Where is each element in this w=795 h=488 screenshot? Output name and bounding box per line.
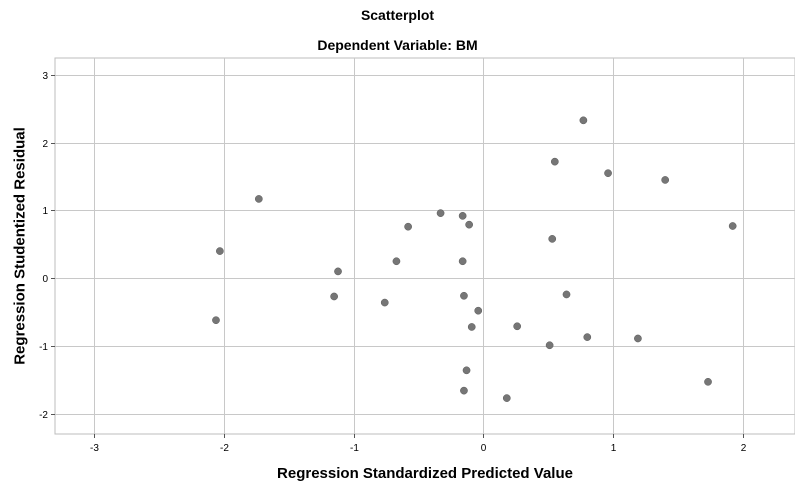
x-tick-label: 1 <box>611 443 617 454</box>
data-point <box>404 222 412 231</box>
chart-title: Scatterplot <box>360 7 435 23</box>
y-tick-label: 3 <box>42 71 48 82</box>
data-point <box>728 222 737 230</box>
data-point <box>550 157 559 166</box>
data-point <box>513 322 522 331</box>
data-point <box>545 341 554 350</box>
data-points <box>212 116 737 402</box>
data-point <box>216 247 224 255</box>
gridlines <box>55 58 795 434</box>
x-axis-ticks: -3 -2 -1 0 1 2 <box>90 434 747 454</box>
x-tick-label: -3 <box>90 443 99 454</box>
y-tick-label: 2 <box>42 139 48 150</box>
data-point <box>460 386 468 395</box>
data-point <box>458 257 467 266</box>
x-tick-label: -1 <box>350 443 359 454</box>
data-point <box>634 334 642 343</box>
data-point <box>548 235 557 243</box>
data-point <box>467 323 476 331</box>
data-point <box>604 169 612 178</box>
y-tick-label: 0 <box>42 274 48 285</box>
x-tick-label: 2 <box>741 443 747 454</box>
data-point <box>462 366 471 375</box>
y-tick-label: -2 <box>39 410 48 421</box>
data-point <box>562 290 571 299</box>
data-point <box>436 209 445 217</box>
data-point <box>458 212 467 220</box>
y-axis-ticks: -2 -1 0 1 2 3 <box>39 71 55 421</box>
data-point <box>212 316 220 325</box>
data-point <box>254 195 263 203</box>
data-point <box>583 333 592 341</box>
data-point <box>334 267 342 276</box>
data-point <box>661 176 670 184</box>
x-tick-label: 0 <box>481 443 487 454</box>
y-tick-label: 1 <box>42 206 48 217</box>
y-tick-label: -1 <box>39 342 48 353</box>
y-axis-label: Regression Studentized Residual <box>11 127 29 365</box>
data-point <box>330 292 338 301</box>
data-point <box>502 394 511 402</box>
x-tick-label: -2 <box>220 443 229 454</box>
x-axis-label: Regression Standardized Predicted Value <box>277 465 573 482</box>
data-point <box>704 377 712 386</box>
data-point <box>460 291 468 300</box>
chart-subtitle: Dependent Variable: BM <box>317 37 478 53</box>
data-point <box>465 220 473 229</box>
plot-area <box>54 57 795 435</box>
data-point <box>579 116 588 125</box>
data-point <box>474 306 483 315</box>
data-point <box>392 257 401 266</box>
data-point <box>380 298 389 307</box>
